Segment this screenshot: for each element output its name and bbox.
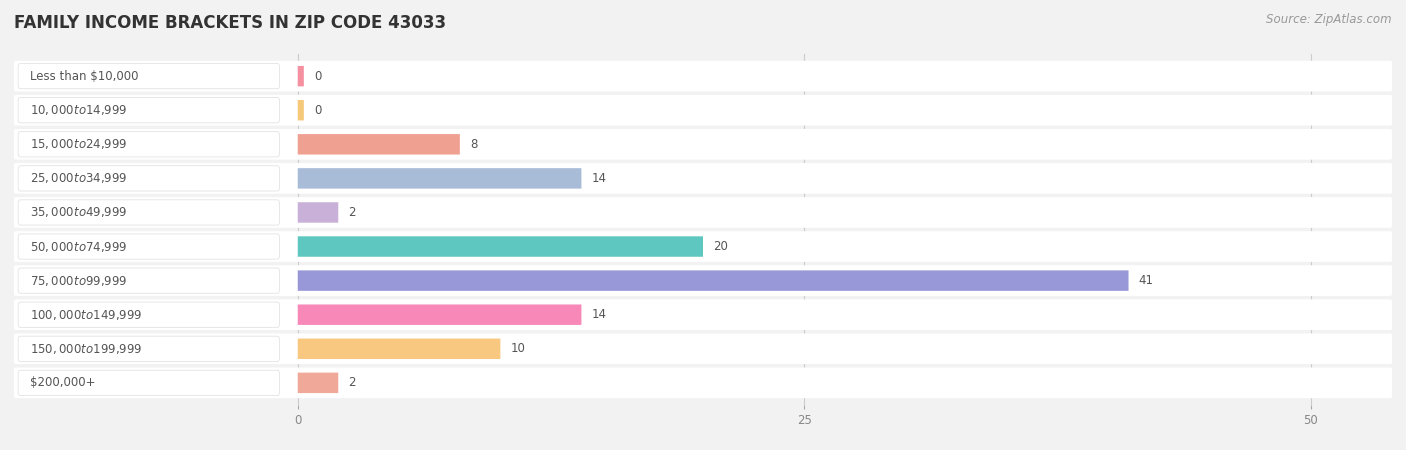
Text: 2: 2 (349, 376, 356, 389)
FancyBboxPatch shape (13, 95, 1393, 126)
Text: 0: 0 (314, 70, 322, 83)
FancyBboxPatch shape (298, 134, 460, 154)
FancyBboxPatch shape (13, 163, 1393, 194)
FancyBboxPatch shape (13, 197, 1393, 228)
FancyBboxPatch shape (18, 132, 280, 157)
Text: Less than $10,000: Less than $10,000 (31, 70, 139, 83)
Text: $75,000 to $99,999: $75,000 to $99,999 (31, 274, 128, 288)
FancyBboxPatch shape (298, 338, 501, 359)
FancyBboxPatch shape (13, 61, 1393, 91)
Text: 14: 14 (592, 308, 606, 321)
FancyBboxPatch shape (298, 270, 1129, 291)
Text: $15,000 to $24,999: $15,000 to $24,999 (31, 137, 128, 151)
FancyBboxPatch shape (13, 368, 1393, 398)
FancyBboxPatch shape (298, 100, 304, 121)
Text: FAMILY INCOME BRACKETS IN ZIP CODE 43033: FAMILY INCOME BRACKETS IN ZIP CODE 43033 (14, 14, 446, 32)
Text: 2: 2 (349, 206, 356, 219)
Text: $10,000 to $14,999: $10,000 to $14,999 (31, 103, 128, 117)
FancyBboxPatch shape (298, 168, 582, 189)
Text: $150,000 to $199,999: $150,000 to $199,999 (31, 342, 142, 356)
Text: Source: ZipAtlas.com: Source: ZipAtlas.com (1267, 14, 1392, 27)
Text: $25,000 to $34,999: $25,000 to $34,999 (31, 171, 128, 185)
FancyBboxPatch shape (298, 373, 339, 393)
FancyBboxPatch shape (298, 236, 703, 257)
Text: 8: 8 (470, 138, 478, 151)
Text: 41: 41 (1139, 274, 1154, 287)
FancyBboxPatch shape (13, 333, 1393, 364)
FancyBboxPatch shape (18, 234, 280, 259)
Text: 10: 10 (510, 342, 526, 355)
FancyBboxPatch shape (18, 370, 280, 396)
Text: 14: 14 (592, 172, 606, 185)
FancyBboxPatch shape (18, 166, 280, 191)
Text: 0: 0 (314, 104, 322, 117)
Text: $35,000 to $49,999: $35,000 to $49,999 (31, 206, 128, 220)
Text: $100,000 to $149,999: $100,000 to $149,999 (31, 308, 142, 322)
FancyBboxPatch shape (18, 98, 280, 123)
FancyBboxPatch shape (18, 200, 280, 225)
FancyBboxPatch shape (298, 305, 582, 325)
FancyBboxPatch shape (18, 63, 280, 89)
FancyBboxPatch shape (13, 266, 1393, 296)
Text: 20: 20 (713, 240, 728, 253)
FancyBboxPatch shape (13, 129, 1393, 160)
Text: $50,000 to $74,999: $50,000 to $74,999 (31, 239, 128, 253)
FancyBboxPatch shape (298, 202, 339, 223)
FancyBboxPatch shape (18, 302, 280, 327)
FancyBboxPatch shape (18, 268, 280, 293)
FancyBboxPatch shape (298, 66, 304, 86)
FancyBboxPatch shape (13, 299, 1393, 330)
FancyBboxPatch shape (13, 231, 1393, 262)
Text: $200,000+: $200,000+ (31, 376, 96, 389)
FancyBboxPatch shape (18, 336, 280, 361)
